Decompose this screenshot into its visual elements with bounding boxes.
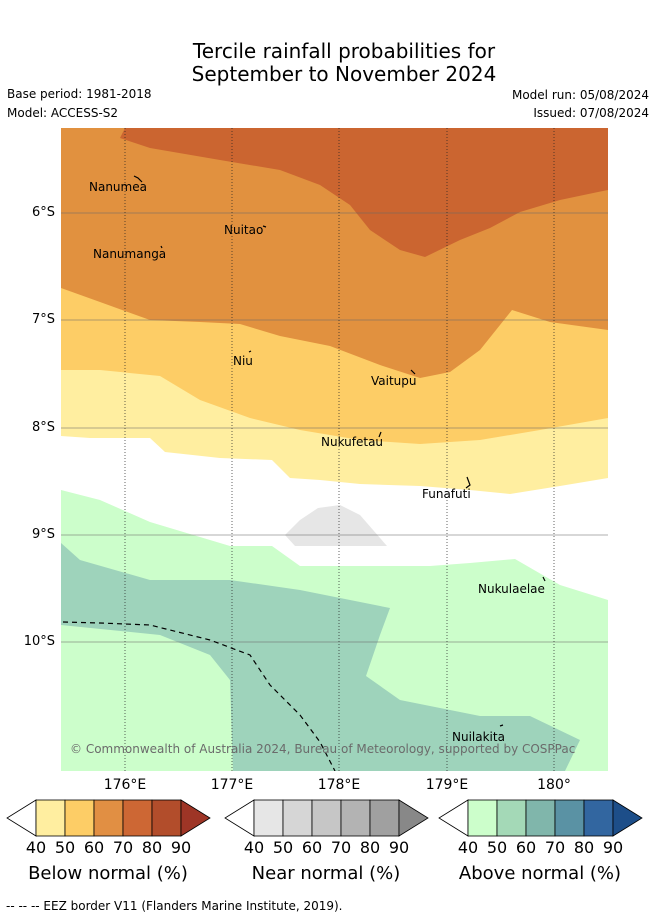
title-line-2: September to November 2024 [191,62,497,86]
island-label-nanumea: Nanumea [89,180,147,194]
colorbar-near [224,799,429,837]
above-tick-50: 50 [486,838,508,857]
colorbar-near-swatch-4 [369,799,400,837]
colorbar-above-swatch-2 [525,799,556,837]
colorbar-below-title: Below normal (%) [28,863,188,884]
colorbar-near-swatch-5 [398,799,429,837]
lon-label-176e: 176°E [103,777,147,793]
colorbar-near-low-extension [224,799,255,837]
lon-label-179e: 179°E [425,777,469,793]
title-line-1: Tercile rainfall probabilities for [192,39,496,63]
island-label-funafuti: Funafuti [422,487,471,501]
above-tick-80: 80 [573,838,595,857]
island-shape-nuitao [262,225,267,228]
graticule [61,128,608,771]
colorbar-near-swatch-1 [282,799,313,837]
lon-label-177e: 177°E [210,777,254,793]
colorbar-below-swatch-1 [64,799,95,837]
colorbar-below-swatch-5 [180,799,211,837]
base-period: Base period: 1981-2018 [7,87,152,101]
island-shape-vaitupu [410,369,416,375]
below-tick-40: 40 [25,838,47,857]
island-shape-niu [248,350,252,353]
colorbar-below-swatch-4 [151,799,182,837]
near-tick-50: 50 [272,838,294,857]
island-shape-nukufetau [378,431,382,438]
lon-label-178e: 178°E [317,777,361,793]
colorbar-near-swatch-0 [253,799,284,837]
near-normal-patch-north [285,505,387,546]
above-tick-40: 40 [457,838,479,857]
above-tick-90: 90 [602,838,624,857]
model-run: Model run: 05/08/2024 [511,88,649,102]
island-label-nuilakita: Nuilakita [452,730,505,744]
colorbar-above-swatch-1 [496,799,527,837]
island-label-vaitupu: Vaitupu [371,374,417,388]
near-tick-80: 80 [359,838,381,857]
below-tick-90: 90 [170,838,192,857]
near-tick-60: 60 [301,838,323,857]
colorbar-above-swatch-4 [583,799,614,837]
model-name: Model: ACCESS-S2 [7,106,119,120]
island-shape-nanumea [133,175,143,183]
above-normal-50-region [61,543,580,771]
below-tick-50: 50 [54,838,76,857]
above-tick-70: 70 [544,838,566,857]
island-label-nanumanga: Nanumanga [93,247,167,261]
below-normal-70-region [120,128,608,257]
colorbar-below-low-extension [6,799,37,837]
above-tick-60: 60 [515,838,537,857]
island-label-nukulaelae: Nukulaelae [478,582,545,596]
colorbar-above [438,799,643,837]
island-shape-nukulaelae [542,576,546,582]
island-shape-nanumanga [160,245,163,249]
colorbar-below [6,799,211,837]
colorbar-above-low-extension [438,799,469,837]
colorbar-above-swatch-5 [612,799,643,837]
below-tick-80: 80 [141,838,163,857]
near-tick-90: 90 [388,838,410,857]
colorbar-above-title: Above normal (%) [458,863,622,884]
colorbar-above-swatch-3 [554,799,585,837]
below-tick-60: 60 [83,838,105,857]
lat-label-10s: 10°S [23,634,55,649]
colorbar-near-swatch-3 [340,799,371,837]
colorbar-below-swatch-0 [35,799,66,837]
copyright-notice: © Commonwealth of Australia 2024, Bureau… [70,742,576,756]
eez-legend: -- -- -- EEZ border V11 (Flanders Marine… [6,899,343,913]
colorbar-near-title: Near normal (%) [251,863,401,884]
colorbar-above-swatch-0 [467,799,498,837]
lat-label-6s: 6°S [31,205,55,220]
above-normal-40-inset [61,655,188,771]
near-tick-40: 40 [243,838,265,857]
eez-border-line [62,621,336,771]
island-label-nukufetau: Nukufetau [321,435,384,449]
island-shape-funafuti [465,476,471,489]
island-shape-nuilakita [499,724,504,727]
island-label-niu: Niu [233,354,253,368]
colorbar-below-swatch-3 [122,799,153,837]
colorbar-near-swatch-2 [311,799,342,837]
lat-label-9s: 9°S [31,527,55,542]
colorbar-below-swatch-2 [93,799,124,837]
lon-label-180: 180° [537,777,571,793]
below-tick-70: 70 [112,838,134,857]
island-label-nuitao: Nuitao [224,223,264,237]
lat-label-8s: 8°S [31,420,55,435]
near-tick-70: 70 [330,838,352,857]
island-shapes [133,175,546,727]
lat-label-7s: 7°S [31,312,55,327]
issued-date: Issued: 07/08/2024 [533,106,649,120]
map-title: Tercile rainfall probabilities for Septe… [0,40,655,86]
